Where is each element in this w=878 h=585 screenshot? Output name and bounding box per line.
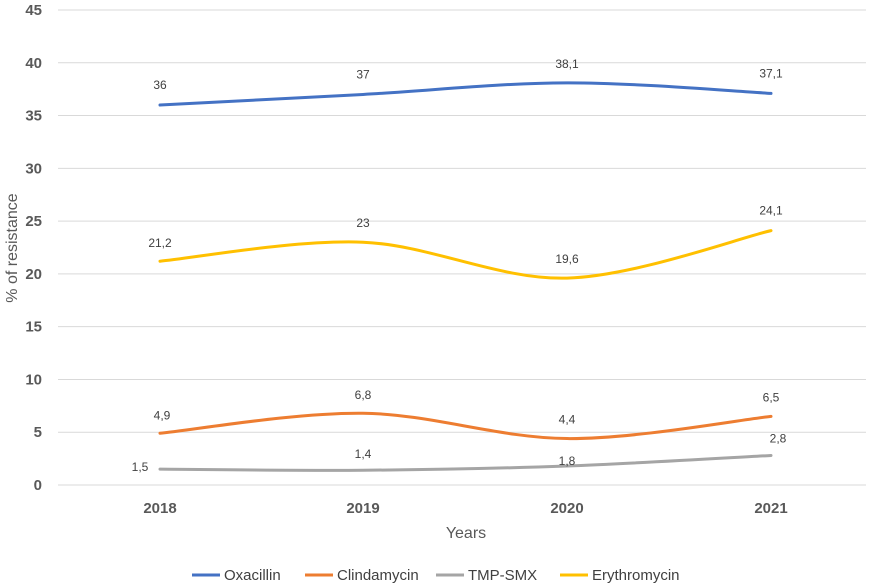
data-label-oxacillin: 38,1 <box>555 57 579 71</box>
series-line-oxacillin <box>158 81 773 107</box>
data-label-clindamycin: 4,4 <box>559 413 576 427</box>
legend-item-clindamycin: Clindamycin <box>305 567 419 584</box>
data-labels: 36 37 38,1 37,1 4,9 6,8 4,4 6,5 1,5 1,4 1,8 2,8 21,2… <box>132 57 787 474</box>
series-line-tmp-smx <box>158 453 773 472</box>
data-label-clindamycin: 6,5 <box>763 390 780 404</box>
series-lines <box>158 81 773 472</box>
series-line-erythromycin <box>158 229 773 280</box>
legend-item-erythromycin: Erythromycin <box>560 567 680 584</box>
x-tick-label: 2018 <box>143 500 176 517</box>
data-label-clindamycin: 6,8 <box>355 388 372 402</box>
y-axis-ticks: 0 5 10 15 20 25 30 35 40 45 <box>25 2 42 494</box>
y-tick-label: 45 <box>25 2 42 19</box>
data-label-erythromycin: 24,1 <box>759 204 783 218</box>
data-label-oxacillin: 37,1 <box>759 66 783 80</box>
data-label-oxacillin: 37 <box>356 67 370 81</box>
y-tick-label: 25 <box>25 213 42 230</box>
x-tick-label: 2021 <box>754 500 787 517</box>
data-label-tmp-smx: 1,5 <box>132 460 149 474</box>
y-tick-label: 40 <box>25 55 42 72</box>
y-tick-label: 35 <box>25 108 42 125</box>
legend-label-tmp-smx: TMP-SMX <box>468 567 537 584</box>
legend-label-clindamycin: Clindamycin <box>337 567 419 584</box>
legend-item-oxacillin: Oxacillin <box>192 567 281 584</box>
legend-item-tmp-smx: TMP-SMX <box>436 567 537 584</box>
y-tick-label: 10 <box>25 371 42 388</box>
data-label-tmp-smx: 1,8 <box>559 454 576 468</box>
data-label-tmp-smx: 1,4 <box>355 447 372 461</box>
legend: Oxacillin Clindamycin TMP-SMX Erythromycin <box>192 567 680 584</box>
data-label-erythromycin: 21,2 <box>148 236 172 250</box>
y-tick-label: 5 <box>34 424 42 441</box>
x-tick-label: 2019 <box>346 500 379 517</box>
y-tick-label: 30 <box>25 160 42 177</box>
x-axis-title: Years <box>446 525 486 542</box>
data-label-clindamycin: 4,9 <box>154 408 171 422</box>
data-label-erythromycin: 23 <box>356 216 370 230</box>
legend-label-erythromycin: Erythromycin <box>592 567 680 584</box>
y-tick-label: 15 <box>25 319 42 336</box>
y-tick-label: 0 <box>34 477 42 494</box>
y-tick-label: 20 <box>25 266 42 283</box>
data-label-erythromycin: 19,6 <box>555 252 579 266</box>
data-label-tmp-smx: 2,8 <box>770 431 787 445</box>
legend-label-oxacillin: Oxacillin <box>224 567 281 584</box>
x-tick-label: 2020 <box>550 500 583 517</box>
y-axis-title: % of resistance <box>4 193 21 302</box>
x-axis-ticks: 2018 2019 2020 2021 <box>143 500 787 517</box>
gridlines <box>58 9 866 486</box>
series-line-clindamycin <box>158 411 773 441</box>
data-label-oxacillin: 36 <box>153 78 167 92</box>
